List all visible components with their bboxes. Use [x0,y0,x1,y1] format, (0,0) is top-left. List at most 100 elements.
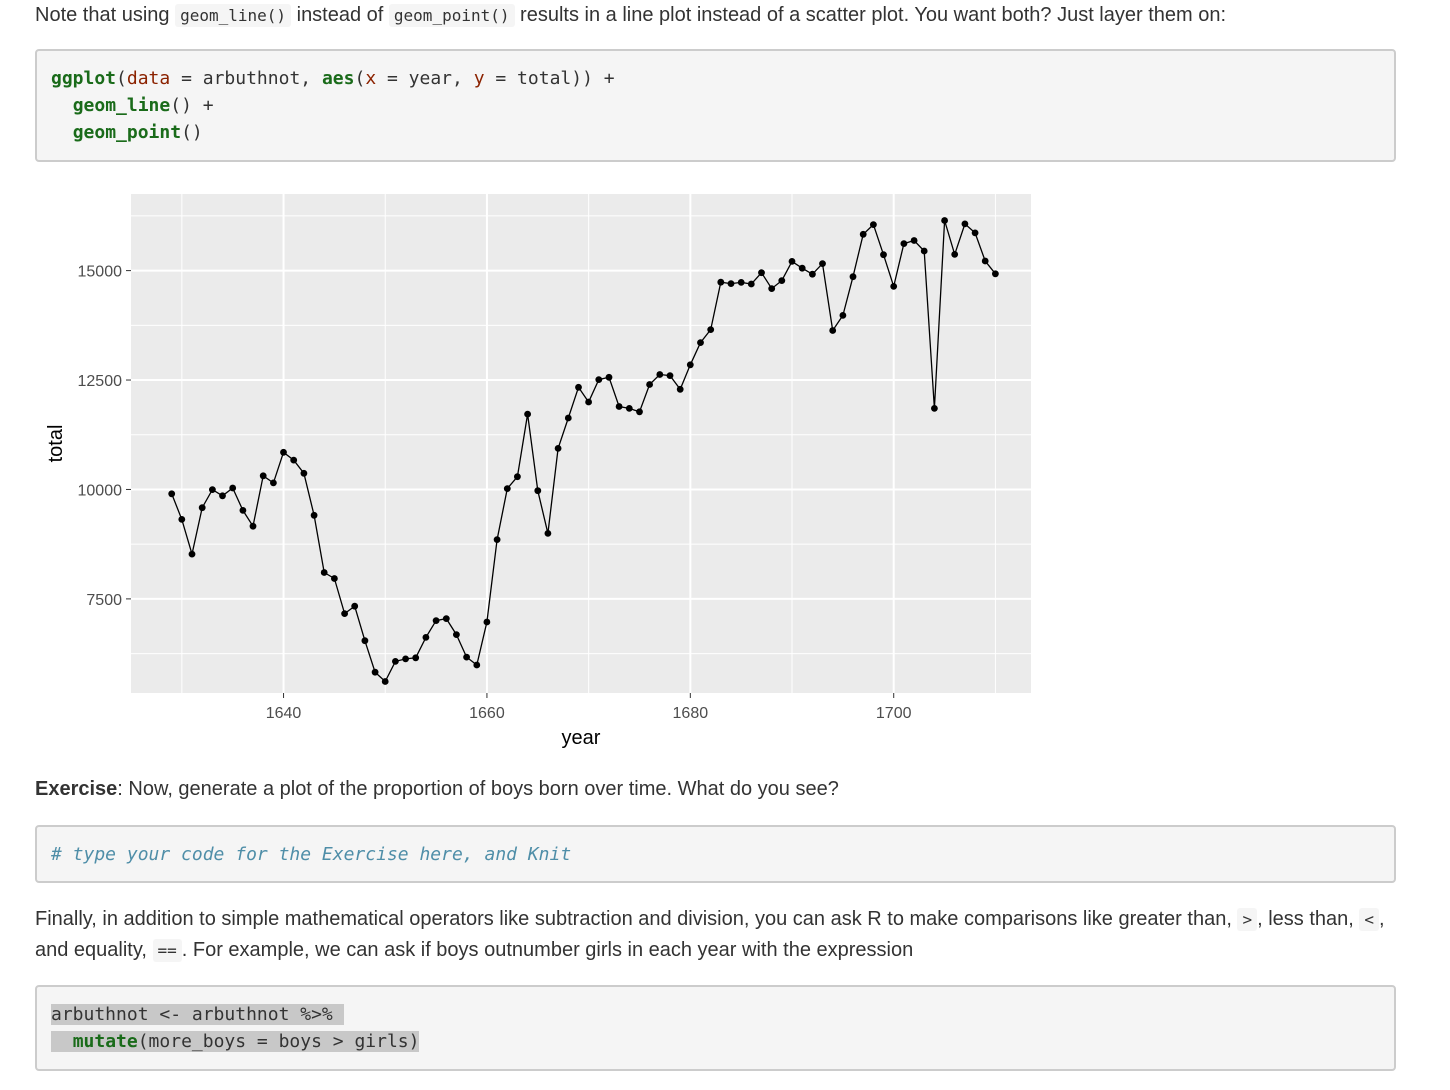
code-fn-geom-line: geom_line [72,95,171,116]
data-point [493,536,501,543]
y-tick-label: 7500 [86,592,122,609]
data-point [320,569,328,576]
inline-code-less-than: < [1359,908,1379,931]
data-point [453,631,460,638]
intro-text-3: results in a line plot instead of a scat… [514,4,1227,26]
data-point [219,492,226,500]
data-point [890,283,898,290]
data-point [392,658,399,665]
data-point [554,445,562,452]
data-point [809,270,816,278]
para3-text-1: Finally, in addition to simple mathemati… [35,908,1238,930]
code-punct: () [181,122,203,143]
data-point [656,371,664,378]
code-punct: (more_boys = boys > girls) [137,1031,420,1052]
data-point [463,653,470,661]
data-point [676,385,684,393]
comparison-paragraph: Finally, in addition to simple mathemati… [35,904,1405,966]
y-tick-label: 12500 [78,373,123,390]
data-point [524,410,531,418]
data-point [270,479,277,487]
data-point [178,516,186,523]
code-block-mutate[interactable]: arbuthnot <- arbuthnot %>% mutate(more_b… [35,985,1396,1071]
data-point [422,634,430,641]
inline-code-geom-line: geom_line() [175,4,292,27]
x-tick-label: 1640 [266,705,302,722]
x-axis: 1640 1660 1680 1700 [266,693,912,722]
data-point [290,456,298,464]
data-point [585,398,592,406]
data-point [198,504,206,512]
data-point [697,339,704,346]
data-point [544,530,552,537]
code-fn-mutate: mutate [72,1031,138,1052]
data-point [473,661,481,669]
data-point [432,617,440,624]
data-point [839,312,847,319]
inline-code-greater-than: > [1237,908,1258,931]
data-point [992,270,999,278]
code-punct: ( [354,68,366,89]
code-fn-aes: aes [321,68,355,89]
data-point [747,280,755,288]
code-fn-geom-point: geom_point [72,122,182,143]
data-point [778,277,786,284]
data-point [168,490,176,498]
data-point [646,381,653,388]
data-point [605,373,613,381]
data-point [880,251,887,259]
data-point [951,251,959,258]
data-point [402,655,409,663]
data-point [564,414,572,422]
exercise-text: : Now, generate a plot of the proportion… [117,778,839,800]
para3-text-4: . For example, we can ask if boys outnum… [181,939,914,961]
code-punct: ( [116,68,127,89]
data-point [381,678,389,685]
y-axis-label: total [45,425,67,463]
y-tick-label: 15000 [78,264,123,281]
data-point [341,610,348,617]
data-points [168,217,999,685]
code-punct: = year, [376,68,474,89]
data-point [259,472,267,480]
x-axis-label: year [562,727,601,749]
data-point [971,229,979,237]
major-gridlines [131,194,1031,693]
code-arg-x: x [365,68,377,89]
data-point [503,485,511,492]
data-point [514,473,521,481]
intro-text-2: instead of [291,4,389,26]
data-point [829,327,837,334]
data-point [768,285,776,292]
data-point [249,522,257,530]
data-point [625,405,633,412]
code-fn-ggplot: ggplot [51,68,117,89]
x-tick-label: 1660 [469,705,505,722]
data-point [615,403,623,410]
data-point [717,278,725,286]
code-punct: = total)) + [484,68,615,89]
x-tick-label: 1680 [673,705,709,722]
minor-gridlines [131,194,1031,693]
data-point [727,280,735,287]
data-point [229,484,237,492]
data-point [707,326,715,333]
data-point [188,550,196,558]
x-tick-label: 1700 [876,705,912,722]
code-punct: = arbuthnot, [170,68,322,89]
data-point [931,405,938,412]
code-block-ggplot[interactable]: ggplot(data = arbuthnot, aes(x = year, y… [35,49,1396,162]
plot-panel [131,194,1031,693]
data-point [209,486,216,493]
data-point [239,507,247,514]
data-point [442,615,450,622]
data-point [371,668,379,676]
data-point [412,654,420,662]
data-point [483,618,491,626]
series-line [171,220,996,683]
data-point [910,237,918,244]
data-point [900,240,908,247]
data-point [595,376,603,383]
data-point [849,273,857,281]
code-block-exercise[interactable]: # type your code for the Exercise here, … [35,825,1396,883]
